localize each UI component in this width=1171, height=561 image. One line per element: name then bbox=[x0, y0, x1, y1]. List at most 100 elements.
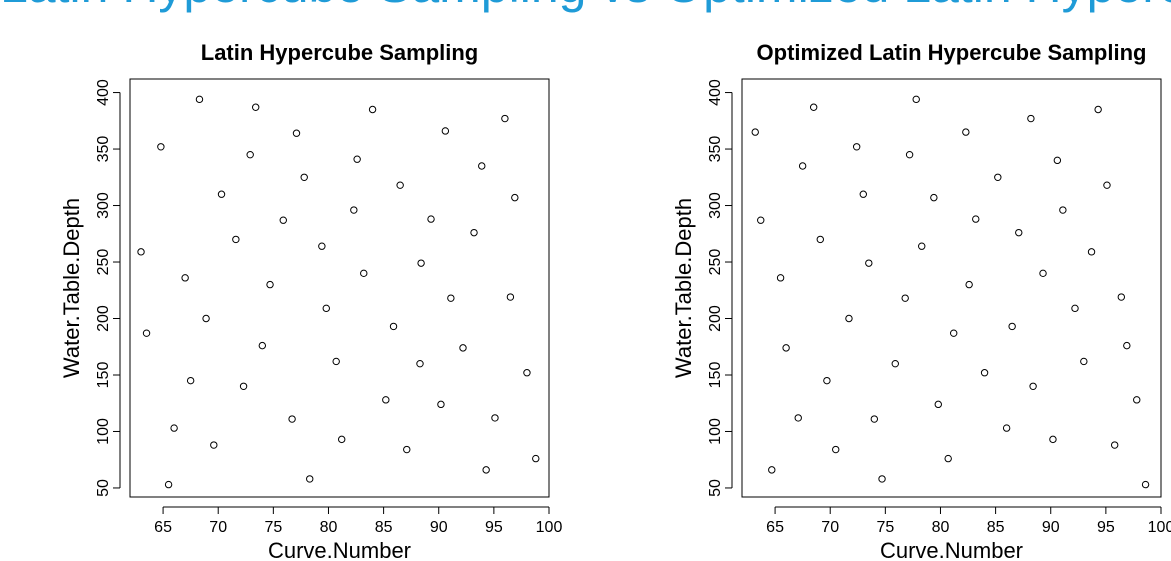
x-tick-label: 90 bbox=[430, 519, 448, 536]
data-point bbox=[300, 173, 308, 181]
data-point bbox=[137, 248, 145, 256]
data-point bbox=[239, 382, 248, 390]
x-tick-label: 75 bbox=[876, 519, 894, 536]
y-tick-label: 50 bbox=[707, 479, 724, 497]
y-tick-label: 350 bbox=[95, 136, 112, 163]
data-point bbox=[859, 190, 867, 198]
y-tick-label: 350 bbox=[707, 136, 724, 163]
data-point bbox=[332, 357, 340, 366]
y-axis-label: Water.Table.Depth bbox=[59, 198, 84, 378]
data-point bbox=[1059, 206, 1067, 214]
data-point bbox=[865, 259, 873, 267]
data-point bbox=[980, 369, 989, 377]
data-point bbox=[470, 228, 478, 237]
data-point bbox=[870, 415, 879, 423]
header-text: Latin Hypercube Sampling vs Optimized La… bbox=[0, 0, 1171, 16]
x-axis-label: Curve.Number bbox=[880, 538, 1023, 561]
y-tick-label: 300 bbox=[95, 192, 112, 219]
data-point bbox=[195, 95, 204, 104]
y-tick-label: 300 bbox=[707, 192, 724, 219]
data-point bbox=[878, 475, 886, 483]
data-point bbox=[972, 215, 980, 223]
data-point bbox=[186, 376, 195, 385]
plot-frame bbox=[741, 78, 1162, 498]
x-axis-label: Curve.Number bbox=[268, 538, 411, 561]
data-point bbox=[350, 206, 358, 214]
x-tick-label: 80 bbox=[932, 519, 950, 536]
chart-title: Latin Hypercube Sampling bbox=[201, 40, 479, 65]
x-tick-label: 65 bbox=[154, 519, 172, 536]
data-point bbox=[901, 294, 909, 302]
data-point bbox=[217, 190, 226, 198]
data-point bbox=[368, 105, 377, 114]
data-point bbox=[252, 103, 260, 111]
data-point bbox=[965, 280, 973, 289]
data-point bbox=[246, 150, 254, 159]
data-point bbox=[482, 466, 490, 474]
data-point bbox=[210, 441, 218, 449]
data-point bbox=[181, 274, 189, 282]
data-point bbox=[768, 466, 776, 474]
data-point bbox=[962, 128, 970, 136]
data-point bbox=[794, 414, 802, 422]
data-point bbox=[798, 162, 807, 170]
data-point bbox=[852, 143, 861, 151]
data-point bbox=[809, 103, 818, 111]
data-point bbox=[1027, 114, 1035, 123]
data-point bbox=[1141, 480, 1150, 489]
y-tick-label: 200 bbox=[707, 305, 724, 332]
x-tick-label: 65 bbox=[766, 519, 784, 536]
data-point bbox=[142, 329, 151, 337]
data-point bbox=[170, 424, 178, 432]
x-tick-label: 100 bbox=[536, 519, 563, 536]
data-point bbox=[389, 322, 398, 331]
x-tick-label: 90 bbox=[1042, 519, 1060, 536]
data-point bbox=[823, 376, 831, 385]
data-point bbox=[776, 274, 785, 282]
data-point bbox=[279, 216, 287, 224]
y-tick-label: 250 bbox=[707, 249, 724, 276]
y-tick-label: 100 bbox=[95, 418, 112, 445]
data-point bbox=[832, 445, 840, 454]
chart-optimized-latin-hypercube: Optimized Latin Hypercube Sampling 65 70 75… bbox=[671, 40, 1171, 561]
data-point bbox=[157, 143, 165, 151]
data-point bbox=[1015, 228, 1023, 237]
data-point bbox=[912, 95, 920, 104]
data-point bbox=[360, 269, 368, 278]
y-tick-label: 250 bbox=[95, 249, 112, 276]
data-point bbox=[1117, 293, 1126, 301]
data-point bbox=[845, 314, 853, 323]
x-tick-label: 70 bbox=[821, 519, 839, 536]
data-point bbox=[944, 454, 952, 463]
data-point bbox=[447, 294, 455, 302]
plot-frame bbox=[129, 78, 550, 498]
chart-title: Optimized Latin Hypercube Sampling bbox=[757, 40, 1147, 65]
data-point bbox=[905, 150, 914, 159]
data-point bbox=[427, 215, 435, 223]
data-point bbox=[782, 344, 790, 352]
data-point bbox=[338, 435, 346, 444]
x-tick-label: 85 bbox=[987, 519, 1005, 536]
data-point bbox=[918, 242, 926, 250]
data-point bbox=[523, 369, 531, 377]
data-point bbox=[501, 114, 509, 123]
data-point bbox=[891, 359, 899, 368]
data-point bbox=[1008, 322, 1016, 331]
x-tick-label: 95 bbox=[485, 519, 503, 536]
y-tick-label: 50 bbox=[95, 479, 112, 497]
data-point bbox=[1094, 105, 1102, 114]
data-point bbox=[930, 193, 938, 202]
data-point bbox=[266, 280, 274, 289]
x-tick-label: 75 bbox=[264, 519, 282, 536]
data-point bbox=[1039, 269, 1047, 278]
data-point bbox=[950, 329, 958, 337]
data-point bbox=[478, 162, 486, 170]
x-tick-label: 95 bbox=[1097, 519, 1115, 536]
y-tick-label: 150 bbox=[95, 362, 112, 389]
data-point bbox=[382, 396, 390, 404]
y-tick-label: 150 bbox=[707, 362, 724, 389]
data-point bbox=[506, 293, 515, 301]
y-tick-label: 400 bbox=[707, 79, 724, 106]
y-tick-label: 100 bbox=[707, 418, 724, 445]
